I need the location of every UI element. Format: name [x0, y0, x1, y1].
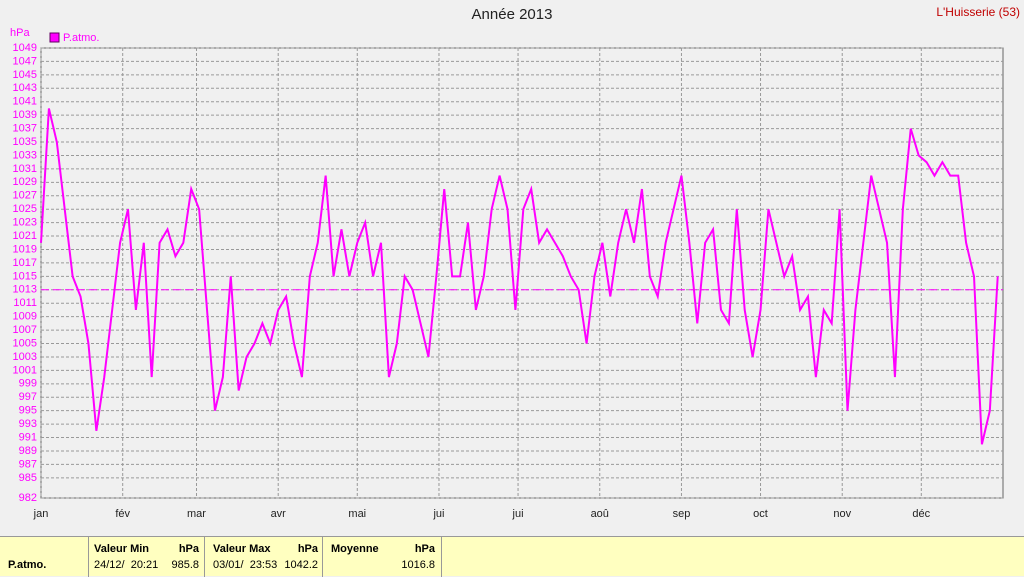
y-tick-label: 982 — [19, 492, 37, 504]
y-tick-label: 997 — [19, 391, 37, 403]
col-title: Valeur Max — [213, 543, 271, 555]
x-tick-label: fév — [115, 508, 130, 520]
y-tick-label: 1027 — [13, 190, 37, 202]
x-tick-label: déc — [912, 508, 930, 520]
y-tick-label: 1025 — [13, 203, 37, 215]
x-tick-label: avr — [271, 508, 287, 520]
y-tick-label: 1043 — [13, 82, 37, 94]
y-tick-label: 1041 — [13, 96, 37, 108]
y-tick-label: 1009 — [13, 311, 37, 323]
chart: Année 2013 L'Huisserie (53) hPa P.atmo. … — [10, 5, 1020, 520]
y-tick-label: 1029 — [13, 176, 37, 188]
col-title: Valeur Min — [94, 543, 150, 555]
summary-min: Valeur Min hPa 24/12/ 20:21 985.8 — [88, 537, 205, 577]
y-tick-label: 999 — [19, 378, 37, 390]
x-tick-label: mai — [348, 508, 366, 520]
summary-label: P.atmo. — [8, 559, 47, 571]
y-tick-label: 985 — [19, 472, 37, 484]
summary: P.atmo. Valeur Min hPa 24/12/ 20:21 985.… — [0, 536, 1024, 577]
y-tick-label: 1049 — [13, 42, 37, 54]
station: L'Huisserie (53) — [936, 5, 1020, 19]
col-title: Moyenne — [331, 543, 379, 555]
x-tick-label: mar — [187, 508, 206, 520]
y-tick-label: 1021 — [13, 230, 37, 242]
col-unit: hPa — [178, 543, 199, 555]
y-tick-label: 1033 — [13, 149, 37, 161]
y-tick-label: 1047 — [13, 55, 37, 67]
legend-label: P.atmo. — [63, 32, 100, 44]
y-tick-label: 1005 — [13, 337, 37, 349]
y-unit: hPa — [10, 27, 30, 39]
col-date: 24/12/ 20:21 — [94, 559, 159, 571]
y-tick-label: 1015 — [13, 270, 37, 282]
data-line — [40, 108, 999, 445]
y-tick-label: 993 — [19, 418, 37, 430]
y-tick-label: 1039 — [13, 109, 37, 121]
y-tick-label: 1007 — [13, 324, 37, 336]
y-tick-label: 991 — [19, 431, 37, 443]
y-tick-label: 1001 — [13, 364, 37, 376]
x-tick-label: oct — [753, 508, 768, 520]
col-date: 03/01/ 23:53 — [213, 559, 278, 571]
y-tick-label: 989 — [19, 445, 37, 457]
legend-swatch — [49, 32, 60, 43]
y-tick-label: 1003 — [13, 351, 37, 363]
y-tick-label: 1037 — [13, 123, 37, 135]
y-tick-label: 1019 — [13, 243, 37, 255]
y-tick-label: 1045 — [13, 69, 37, 81]
col-value: 1016.8 — [401, 559, 435, 571]
col-unit: hPa — [297, 543, 318, 555]
x-tick-label: jan — [33, 508, 49, 520]
y-tick-label: 1017 — [13, 257, 37, 269]
col-unit: hPa — [414, 543, 435, 555]
x-tick-label: jui — [432, 508, 444, 520]
x-tick-label: aoû — [591, 508, 609, 520]
x-tick-label: jui — [512, 508, 524, 520]
y-tick-label: 1031 — [13, 163, 37, 175]
summary-max: Valeur Max hPa 03/01/ 23:53 1042.2 — [204, 537, 323, 577]
chart-title: Année 2013 — [472, 6, 553, 23]
x-tick-label: nov — [833, 508, 851, 520]
col-value: 985.8 — [171, 559, 199, 571]
summary-mean: Moyenne hPa 1016.8 — [322, 537, 442, 577]
col-value: 1042.2 — [284, 559, 318, 571]
y-tick-label: 1023 — [13, 217, 37, 229]
y-tick-label: 1013 — [13, 284, 37, 296]
y-tick-label: 987 — [19, 458, 37, 470]
y-tick-label: 1035 — [13, 136, 37, 148]
y-tick-label: 995 — [19, 405, 37, 417]
x-tick-label: sep — [673, 508, 691, 520]
y-tick-label: 1011 — [13, 297, 37, 309]
